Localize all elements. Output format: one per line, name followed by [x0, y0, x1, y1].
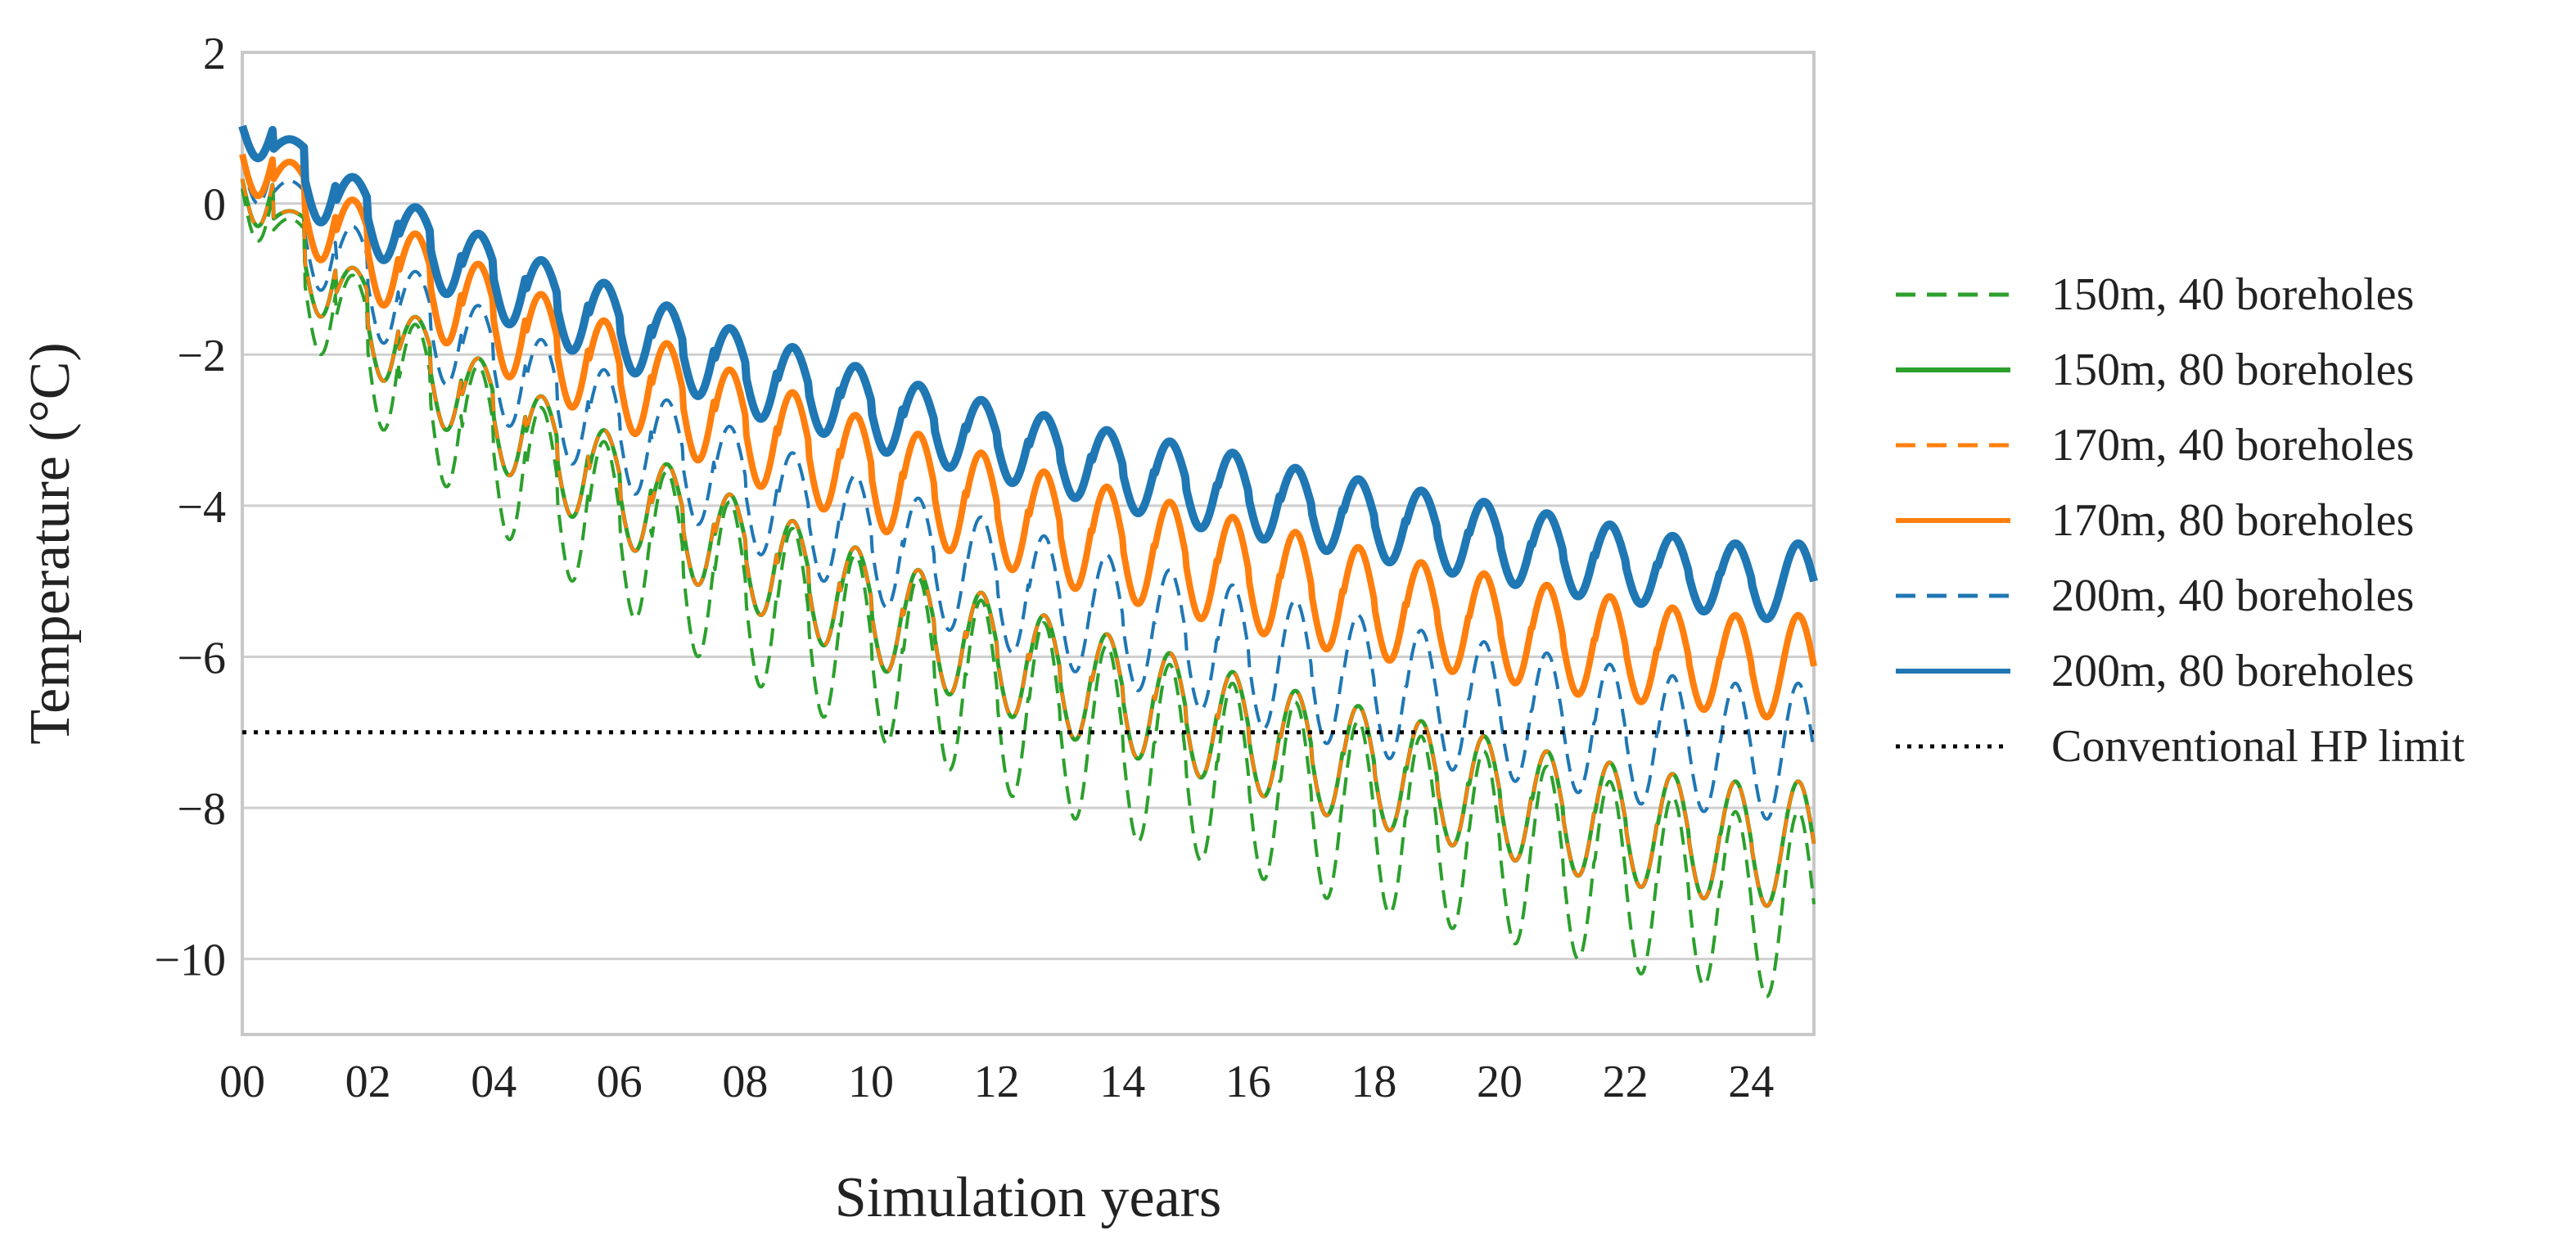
series-line-3: [239, 153, 1817, 721]
legend-label-4: 200m, 40 boreholes: [2051, 570, 2414, 621]
series-line-5: [238, 124, 1818, 624]
x-tick-label: 02: [345, 1057, 391, 1107]
legend-label-2: 170m, 40 boreholes: [2051, 420, 2414, 471]
legend: 150m, 40 boreholes 150m, 80 boreholes 170m…: [1896, 269, 2465, 772]
x-axis-label: Simulation years: [835, 1166, 1221, 1229]
series-line-4: [241, 160, 1816, 821]
legend-label-5: 200m, 80 boreholes: [2051, 646, 2414, 696]
x-tick-label: 20: [1477, 1057, 1523, 1107]
plot-frame: [241, 51, 1816, 1036]
y-axis-label: Temperature (°C): [19, 342, 82, 744]
x-tick-label: 18: [1351, 1057, 1396, 1107]
x-tick-label: 22: [1603, 1057, 1649, 1107]
y-tick-label: 2: [203, 29, 226, 79]
y-tick-label: 0: [203, 180, 226, 231]
legend-label-3: 170m, 80 boreholes: [2051, 495, 2414, 546]
x-tick-label: 14: [1099, 1057, 1145, 1107]
y-tick-label: −4: [177, 482, 226, 533]
series-lines: [238, 124, 1818, 998]
y-tick-label: −8: [177, 784, 226, 835]
legend-label-6: Conventional HP limit: [2051, 721, 2465, 772]
x-tick-label: 00: [219, 1057, 265, 1107]
x-tick-label: 06: [597, 1057, 643, 1107]
y-tick-label: −6: [177, 633, 226, 683]
y-tick-label: −2: [177, 331, 226, 381]
series-line-1: [240, 178, 1816, 908]
x-tick-label: 16: [1225, 1057, 1271, 1107]
legend-label-0: 150m, 40 boreholes: [2051, 269, 2414, 320]
legend-label-1: 150m, 80 boreholes: [2051, 345, 2414, 395]
x-tick-label: 10: [848, 1057, 894, 1107]
y-tick-label: −10: [154, 935, 226, 986]
x-tick-label: 04: [471, 1057, 517, 1107]
x-tick-label: 24: [1728, 1057, 1774, 1107]
series-line-2: [241, 178, 1816, 908]
x-tick-label: 12: [974, 1057, 1020, 1107]
x-tick-label: 08: [722, 1057, 768, 1107]
series-line-0: [241, 187, 1816, 998]
